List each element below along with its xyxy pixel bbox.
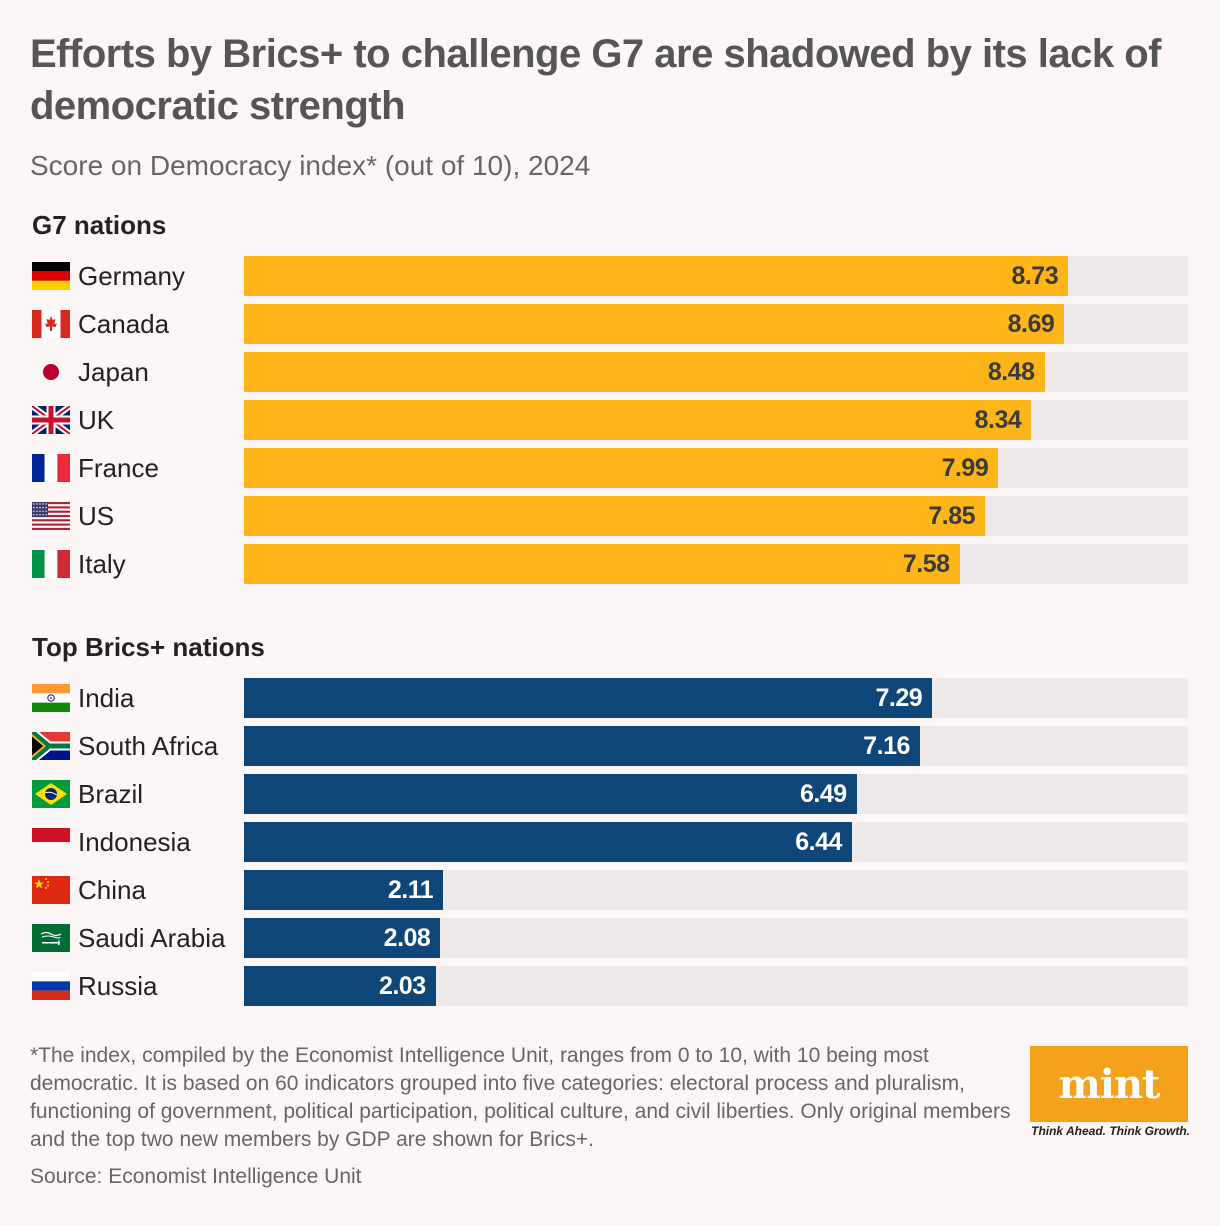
bar-row-brazil: Brazil 6.49: [0, 774, 1220, 814]
bar-row-japan: Japan 8.48: [0, 352, 1220, 392]
china-flag-icon: [32, 876, 70, 904]
country-label-russia: Russia: [78, 971, 158, 1001]
country-label-italy: Italy: [78, 549, 126, 579]
bar-row-south-africa: South Africa 7.16: [0, 726, 1220, 766]
source-note: Source: Economist Intelligence Unit: [30, 1165, 362, 1188]
country-label-saudi-arabia: Saudi Arabia: [78, 923, 226, 953]
brics-section-heading: Top Brics+ nations: [32, 632, 265, 662]
chart-title: Efforts by Brics+ to challenge G7 are sh…: [30, 32, 1161, 128]
bar-track-us: 7.85: [244, 496, 1188, 536]
bar-germany: 8.73: [244, 256, 1069, 296]
country-label-japan: Japan: [78, 357, 149, 387]
mint-tagline: Think Ahead. Think Growth.: [1031, 1124, 1190, 1138]
indonesia-flag-icon: [32, 828, 70, 856]
bar-track-france: 7.99: [244, 448, 1188, 488]
bar-china: 2.11: [244, 870, 444, 910]
bar-india: 7.29: [244, 678, 933, 718]
bar-saudi-arabia: 2.08: [244, 918, 441, 958]
value-label-brazil: 6.49: [799, 780, 847, 808]
bar-track-germany: 8.73: [244, 256, 1188, 296]
value-label-uk: 8.34: [974, 406, 1022, 434]
bar-italy: 7.58: [244, 544, 960, 584]
bar-russia: 2.03: [244, 966, 436, 1006]
country-label-germany: Germany: [78, 261, 185, 291]
japan-flag-icon: [32, 358, 70, 386]
bar-track-india: 7.29: [244, 678, 1188, 718]
bar-track-japan: 8.48: [244, 352, 1188, 392]
country-label-india: India: [78, 683, 135, 713]
country-label-south-africa: South Africa: [78, 731, 219, 761]
bar-japan: 8.48: [244, 352, 1045, 392]
bar-row-saudi-arabia: Saudi Arabia 2.08: [0, 918, 1220, 958]
value-label-south-africa: 7.16: [863, 732, 910, 760]
bar-uk: 8.34: [244, 400, 1032, 440]
country-label-china: China: [78, 875, 146, 905]
bar-track-china: 2.11: [244, 870, 1188, 910]
india-flag-icon: [32, 684, 70, 712]
value-label-france: 7.99: [941, 454, 989, 482]
bar-track-italy: 7.58: [244, 544, 1188, 584]
country-label-us: US: [78, 501, 115, 531]
chart-subtitle: Score on Democracy index* (out of 10), 2…: [30, 150, 591, 181]
mint-logo-text: mint: [1058, 1060, 1160, 1108]
bar-canada: 8.69: [244, 304, 1065, 344]
bar-track-canada: 8.69: [244, 304, 1188, 344]
value-label-japan: 8.48: [987, 358, 1035, 386]
bar-brazil: 6.49: [244, 774, 857, 814]
value-label-russia: 2.03: [378, 972, 426, 1000]
g7-section-heading: G7 nations: [32, 210, 167, 240]
bar-track-south-africa: 7.16: [244, 726, 1188, 766]
value-label-indonesia: 6.44: [795, 828, 842, 856]
bar-track-russia: 2.03: [244, 966, 1188, 1006]
bar-row-indonesia: Indonesia 6.44: [0, 822, 1220, 862]
saudi-arabia-flag-icon: [32, 924, 70, 952]
bar-row-us: US 7.85: [0, 496, 1220, 536]
canada-flag-icon: [32, 310, 70, 338]
country-label-brazil: Brazil: [78, 779, 144, 809]
bar-row-germany: Germany 8.73: [0, 256, 1220, 296]
bar-track-uk: 8.34: [244, 400, 1188, 440]
bar-row-france: France 7.99: [0, 448, 1220, 488]
bar-row-canada: Canada 8.69: [0, 304, 1220, 344]
bar-indonesia: 6.44: [244, 822, 852, 862]
bar-track-saudi-arabia: 2.08: [244, 918, 1188, 958]
bar-south-africa: 7.16: [244, 726, 920, 766]
country-label-france: France: [78, 453, 159, 483]
mint-logo: mint: [1030, 1046, 1188, 1122]
value-label-india: 7.29: [875, 684, 923, 712]
country-label-indonesia: Indonesia: [78, 827, 191, 857]
footnote: *The index, compiled by the Economist In…: [30, 1044, 1011, 1151]
south-africa-flag-icon: [29, 728, 70, 764]
uk-flag-icon: [30, 403, 72, 437]
value-label-germany: 8.73: [1011, 262, 1059, 290]
country-label-canada: Canada: [78, 309, 170, 339]
value-label-saudi-arabia: 2.08: [383, 924, 431, 952]
bar-us: 7.85: [244, 496, 986, 536]
germany-flag-icon: [32, 262, 70, 290]
bar-track-indonesia: 6.44: [244, 822, 1188, 862]
france-flag-icon: [32, 454, 70, 482]
italy-flag-icon: [32, 550, 70, 578]
bar-track-brazil: 6.49: [244, 774, 1188, 814]
value-label-us: 7.85: [928, 502, 976, 530]
bar-row-uk: UK 8.34: [0, 400, 1220, 440]
bar-row-russia: Russia 2.03: [0, 966, 1220, 1006]
value-label-canada: 8.69: [1007, 310, 1055, 338]
bar-france: 7.99: [244, 448, 999, 488]
value-label-china: 2.11: [387, 876, 434, 904]
bar-row-india: India 7.29: [0, 678, 1220, 718]
russia-flag-icon: [32, 972, 70, 1000]
us-flag-icon: [32, 502, 70, 530]
bar-row-italy: Italy 7.58: [0, 544, 1220, 584]
value-label-italy: 7.58: [902, 550, 950, 578]
country-label-uk: UK: [78, 405, 115, 435]
brazil-flag-icon: [32, 780, 70, 808]
bar-row-china: China 2.11: [0, 870, 1220, 910]
